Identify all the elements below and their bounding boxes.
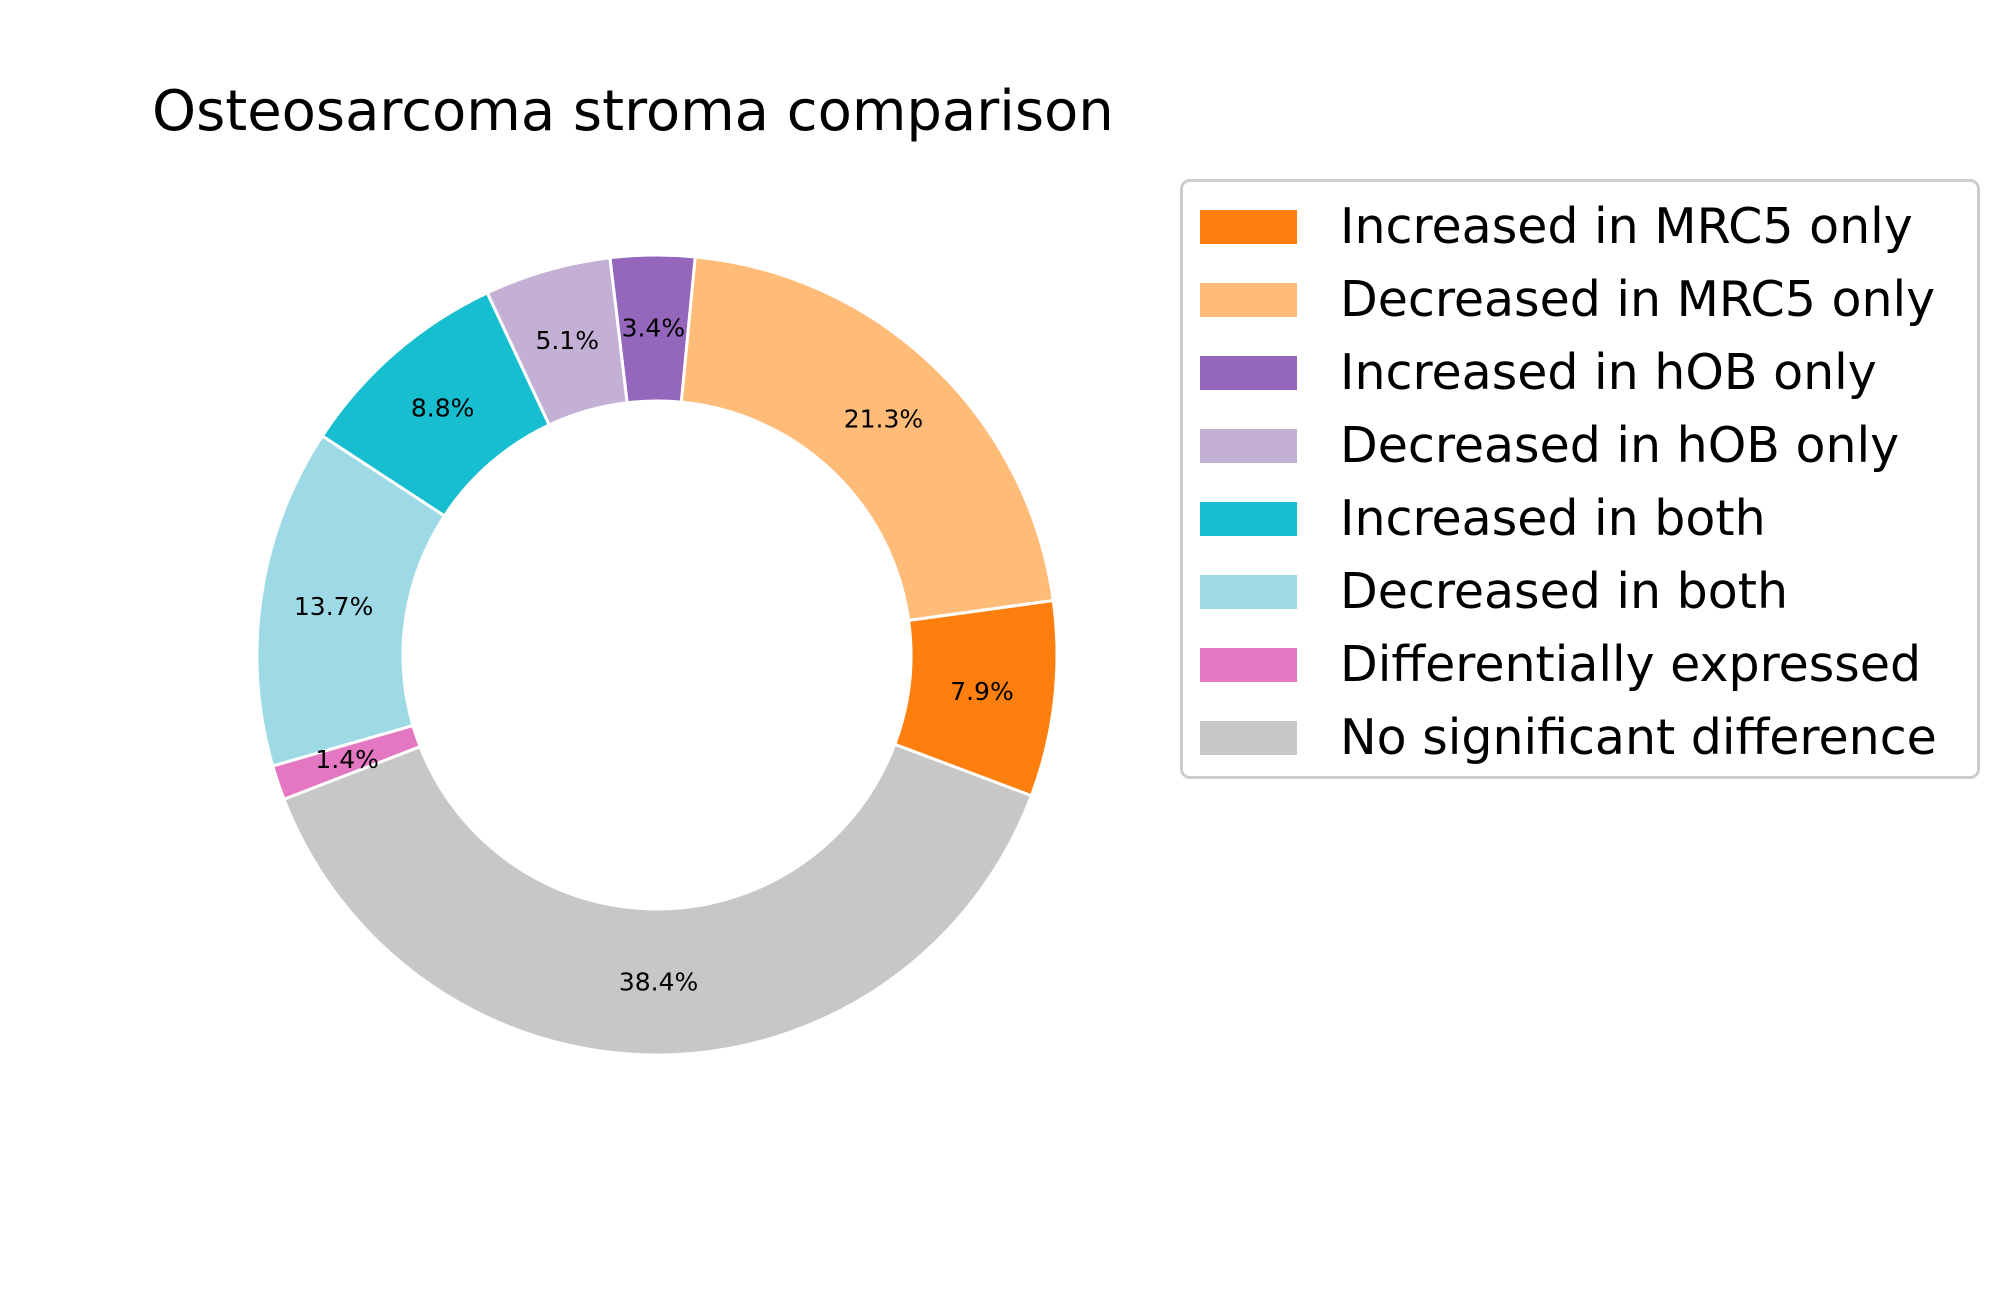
legend-label: Decreased in hOB only <box>1340 417 1900 474</box>
legend-label: No significant difference <box>1340 709 1937 766</box>
chart-legend: Increased in MRC5 only Decreased in MRC5… <box>1180 179 1980 779</box>
legend-swatch <box>1200 575 1297 609</box>
legend-swatch <box>1200 356 1297 390</box>
legend-label: Increased in MRC5 only <box>1340 198 1913 255</box>
slice-percent-labels: 7.9% 21.3% 3.4% 5.1% 8.8% 13.7% 1.4% 38.4% <box>294 314 1014 997</box>
legend-swatch <box>1200 721 1297 755</box>
slice-percent-label: 5.1% <box>535 326 599 355</box>
legend-label: Increased in hOB only <box>1340 344 1877 401</box>
legend-item: No significant difference <box>1200 708 1937 768</box>
legend-swatch <box>1200 210 1297 244</box>
slice-percent-label: 7.9% <box>950 677 1014 706</box>
legend-item: Differentially expressed <box>1200 635 1921 695</box>
slice-percent-label: 3.4% <box>622 314 686 343</box>
legend-item: Increased in both <box>1200 489 1766 549</box>
slice-percent-label: 21.3% <box>844 405 923 434</box>
legend-label: Increased in both <box>1340 490 1766 547</box>
donut-slice <box>679 255 1055 623</box>
legend-label: Decreased in both <box>1340 563 1789 620</box>
slice-percent-label: 1.4% <box>315 745 379 774</box>
legend-swatch <box>1200 283 1297 317</box>
legend-swatch <box>1200 648 1297 682</box>
slice-percent-label: 13.7% <box>294 592 373 621</box>
slice-percent-label: 38.4% <box>619 967 698 996</box>
chart-title: Osteosarcoma stroma comparison <box>152 79 1114 144</box>
legend-swatch <box>1200 502 1297 536</box>
legend-label: Differentially expressed <box>1340 636 1922 693</box>
legend-label: Decreased in MRC5 only <box>1340 271 1936 328</box>
legend-item: Decreased in hOB only <box>1200 416 1899 476</box>
legend-item: Increased in MRC5 only <box>1200 197 1913 257</box>
legend-swatch <box>1200 429 1297 463</box>
donut-slices <box>255 253 1059 1057</box>
legend-item: Decreased in MRC5 only <box>1200 270 1935 330</box>
slice-percent-label: 8.8% <box>411 394 475 423</box>
donut-slice <box>282 742 1034 1057</box>
legend-item: Increased in hOB only <box>1200 343 1877 403</box>
legend-item: Decreased in both <box>1200 562 1788 622</box>
